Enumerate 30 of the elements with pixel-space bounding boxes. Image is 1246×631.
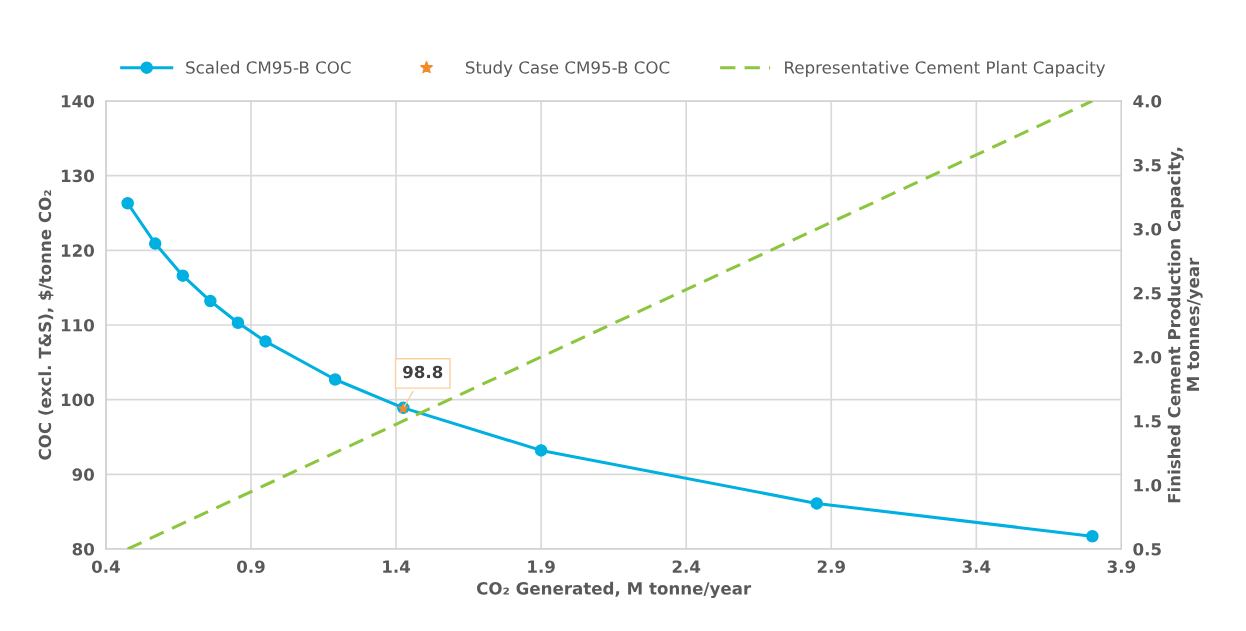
legend-label: Scaled CM95-B COC [186, 60, 351, 74]
legend-label: Study Case CM95-B COC [465, 60, 670, 77]
x-tick-label: 3.4 [962, 560, 991, 573]
y2-tick-label: 4.0 [1133, 94, 1162, 108]
y-tick-label: 100 [61, 393, 94, 407]
x-tick-label: 2.4 [672, 560, 701, 573]
x-tick-label: 1.4 [383, 560, 411, 573]
y-tick-label: 140 [61, 94, 94, 108]
y2-tick-label: 1.5 [1134, 415, 1161, 428]
x-tick-label: 2.9 [817, 560, 845, 573]
data-label: 98.8 [403, 365, 443, 379]
y2-tick-label: 2.0 [1133, 350, 1162, 364]
y2-tick-label: 3.5 [1133, 158, 1161, 172]
x-tick-label: 0.9 [237, 560, 265, 573]
y2-tick-label: 1.0 [1134, 478, 1162, 492]
legend-label: Representative Cement Plant Capacity [785, 60, 1106, 77]
y-tick-label: 120 [61, 244, 94, 257]
y2-tick-label: 0.5 [1133, 542, 1161, 556]
y-tick-label: 90 [72, 468, 94, 481]
y-tick-label: 110 [61, 318, 94, 332]
y2-tick-label: 3.0 [1133, 222, 1162, 236]
x-axis-title: CO₂ Generated, M tonne/year [476, 581, 752, 599]
x-tick-label: 0.4 [91, 560, 120, 573]
y-axis-title: COC (excl. T&S), $/tonne CO₂ [38, 190, 54, 460]
y2-tick-label: 2.5 [1133, 286, 1161, 300]
x-tick-label: 3.9 [1107, 560, 1136, 573]
y-tick-label: 130 [61, 169, 94, 183]
y2-axis-title: Finished Cement Production Capacity, M tonnes/year [1167, 147, 1203, 503]
x-tick-label: 1.9 [528, 560, 555, 573]
y-tick-label: 80 [72, 542, 94, 556]
